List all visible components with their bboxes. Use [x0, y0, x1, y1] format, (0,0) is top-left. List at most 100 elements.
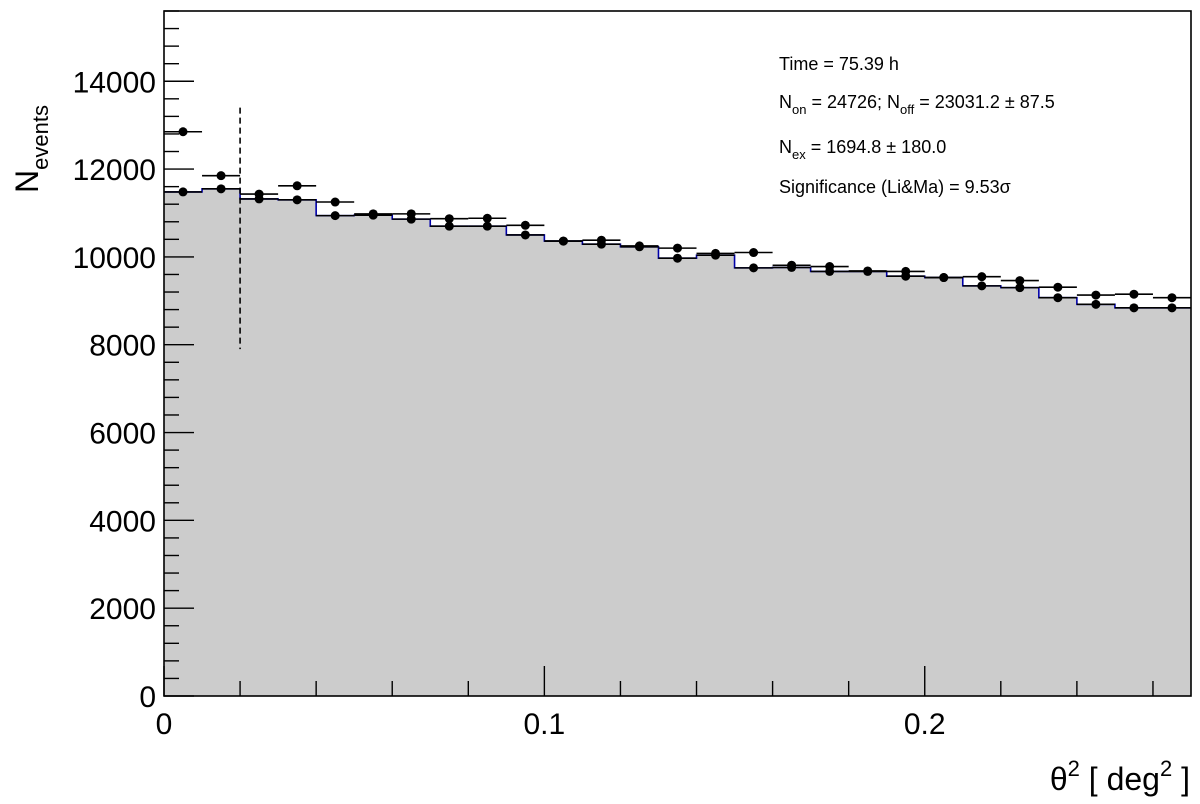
off-fill-bar — [278, 199, 317, 697]
x-axis-title-end: ] — [1172, 761, 1190, 797]
off-histogram-fill-layer — [164, 188, 1192, 697]
off-fill-bar — [392, 219, 431, 696]
on-data-point — [977, 272, 987, 282]
off-fill-bar — [1152, 307, 1192, 696]
off-data-point — [901, 271, 911, 281]
x-axis-title: θ2 [ deg2 ] — [1050, 756, 1190, 797]
off-data-point — [482, 221, 492, 231]
off-fill-bar — [506, 234, 545, 696]
x-axis-ticks — [163, 666, 1154, 696]
off-fill-bar — [1076, 304, 1116, 696]
off-fill-bar — [316, 215, 355, 696]
off-data-point — [787, 262, 797, 272]
stat-non-e: = 23031.2 ± 87.5 — [914, 92, 1055, 112]
off-fill-bar — [620, 246, 659, 696]
y-axis-title-base: N — [9, 170, 45, 193]
off-data-point — [254, 194, 264, 204]
on-data-point — [482, 213, 492, 223]
on-data-point — [216, 171, 226, 181]
off-data-point — [368, 210, 378, 220]
stat-nex-a: N — [779, 137, 792, 157]
stats-box: Time = 75.39 h Non = 24726; Noff = 23031… — [779, 54, 1055, 197]
on-data-point — [444, 214, 454, 224]
on-data-point — [1091, 290, 1101, 300]
off-data-point — [444, 221, 454, 231]
off-data-point — [1053, 293, 1063, 303]
y-tick-label: 10000 — [73, 242, 156, 275]
stat-non-noff: Non = 24726; Noff = 23031.2 ± 87.5 — [779, 92, 1055, 117]
x-axis-title-base: θ — [1050, 761, 1068, 797]
off-data-point — [673, 253, 682, 263]
off-fill-bar — [810, 271, 850, 696]
stat-non-c: = 24726; N — [806, 92, 900, 112]
x-tick-label: 0 — [156, 708, 173, 741]
y-tick-label: 8000 — [89, 330, 156, 363]
on-data-point — [292, 181, 302, 191]
off-data-point — [1129, 303, 1139, 313]
off-data-point — [1167, 303, 1177, 313]
off-fill-bar — [734, 267, 774, 696]
off-fill-bar — [658, 258, 698, 696]
on-data-point — [1015, 276, 1025, 286]
off-data-point — [406, 214, 416, 224]
y-tick-label: 14000 — [73, 66, 156, 99]
off-fill-bar — [772, 267, 812, 696]
y-axis-title-sub: events — [28, 105, 53, 170]
off-fill-bar — [1114, 307, 1154, 696]
off-data-point — [330, 211, 340, 221]
on-data-point — [673, 243, 682, 253]
stat-nex-c: = 1694.8 ± 180.0 — [806, 137, 947, 157]
off-fill-bar — [202, 188, 241, 696]
off-fill-bar — [1038, 297, 1078, 696]
off-fill-bar — [544, 241, 583, 697]
off-data-point — [216, 184, 226, 194]
on-data-point — [1053, 282, 1063, 292]
off-data-point — [596, 239, 606, 249]
y-axis-tick-labels: 0 2000 4000 6000 8000 10000 12000 14000 — [73, 66, 156, 714]
y-tick-label: 6000 — [89, 418, 156, 451]
off-data-point — [1015, 283, 1025, 293]
y-axis-title: Nevents — [9, 105, 53, 193]
on-data-point — [749, 248, 759, 258]
off-fill-bar — [354, 215, 393, 697]
x-axis-title-sup2: 2 — [1160, 756, 1172, 781]
off-data-point — [292, 195, 302, 205]
stat-time: Time = 75.39 h — [779, 54, 899, 74]
plot-frame — [163, 10, 1192, 697]
off-fill-bar — [468, 226, 507, 696]
x-axis-tick-labels: 0 0.1 0.2 — [156, 708, 946, 741]
y-axis-ticks — [164, 10, 194, 697]
off-fill-bar — [696, 255, 736, 696]
y-tick-label: 0 — [139, 681, 156, 714]
off-fill-bar — [582, 244, 621, 697]
off-data-point — [558, 236, 568, 246]
on-data-point — [178, 127, 188, 137]
off-fill-bar — [430, 226, 469, 696]
data-points-layer — [164, 127, 1191, 313]
on-data-point — [1167, 293, 1177, 303]
x-axis-title-sup: 2 — [1068, 756, 1080, 781]
off-data-point — [825, 266, 835, 276]
stat-nex-b: ex — [792, 147, 806, 162]
stat-non-d: off — [900, 102, 915, 117]
stat-non-b: on — [792, 102, 806, 117]
off-data-point — [520, 230, 530, 240]
stat-non-a: N — [779, 92, 792, 112]
x-tick-label: 0.1 — [524, 708, 566, 741]
y-tick-label: 12000 — [73, 154, 156, 187]
on-data-point — [1129, 289, 1139, 299]
y-tick-label: 4000 — [89, 505, 156, 538]
off-fill-bar — [924, 277, 964, 696]
off-fill-bar — [848, 271, 888, 696]
off-fill-bar — [240, 198, 279, 696]
on-data-point — [520, 220, 530, 230]
off-data-point — [1091, 299, 1101, 309]
off-fill-bar — [962, 285, 1002, 696]
x-tick-label: 0.2 — [904, 708, 946, 741]
off-fill-bar — [886, 276, 926, 696]
off-data-point — [749, 263, 759, 273]
off-fill-bar — [164, 191, 203, 696]
stat-nex: Nex = 1694.8 ± 180.0 — [779, 137, 946, 162]
off-fill-bar — [1000, 287, 1040, 696]
